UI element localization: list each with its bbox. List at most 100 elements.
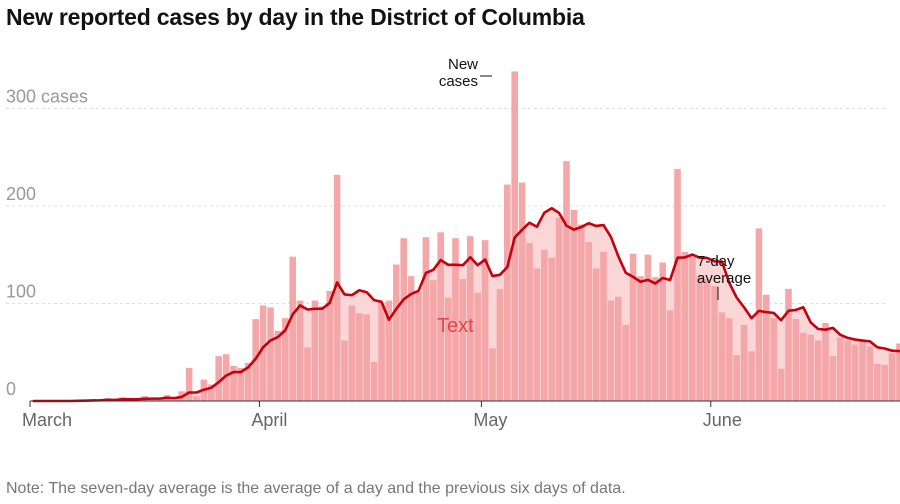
bar-day-37 xyxy=(304,347,311,401)
bar-day-54 xyxy=(430,280,437,401)
bar-day-25 xyxy=(215,356,222,401)
annotation-avg-line2: average xyxy=(697,270,751,287)
bar-day-111 xyxy=(851,344,859,401)
bar-day-87 xyxy=(674,168,681,401)
bar-day-110 xyxy=(844,340,851,401)
bar-day-103 xyxy=(792,319,800,401)
bar-day-85 xyxy=(659,262,666,401)
y-tick-label: 300 cases xyxy=(6,87,88,107)
bar-day-42 xyxy=(341,340,348,401)
bar-day-104 xyxy=(800,332,807,401)
bar-day-80 xyxy=(622,324,629,401)
annotation-avg-line1: 7-day xyxy=(697,253,735,270)
bar-day-27 xyxy=(230,365,237,401)
bar-day-56 xyxy=(444,297,452,401)
bar-day-66 xyxy=(518,182,526,401)
bar-day-33 xyxy=(274,330,282,401)
bar-day-58 xyxy=(459,279,467,401)
bar-day-88 xyxy=(681,251,689,401)
bar-day-114 xyxy=(874,363,881,401)
y-axis-labels: 0 100 200 300 cases xyxy=(6,87,88,400)
bar-day-113 xyxy=(866,346,874,401)
y-tick-label: 0 xyxy=(6,379,16,399)
bar-day-82 xyxy=(637,276,644,401)
bar-day-75 xyxy=(585,242,592,401)
bar-day-16 xyxy=(148,399,156,401)
bar-day-71 xyxy=(555,217,563,401)
bar-day-107 xyxy=(822,323,829,401)
bar-day-76 xyxy=(592,268,600,401)
bar-day-70 xyxy=(548,257,555,401)
avg-line xyxy=(32,206,900,403)
bar-day-21 xyxy=(185,367,193,401)
text-label: Text xyxy=(437,315,474,337)
bar-day-64 xyxy=(504,184,511,401)
bar-day-44 xyxy=(356,313,363,401)
avg-line-layer xyxy=(32,206,900,403)
bar-day-43 xyxy=(348,305,356,401)
chart-title: New reported cases by day in the Distric… xyxy=(6,4,585,30)
x-tick-label: May xyxy=(473,410,507,430)
annotation-new-cases-line2: cases xyxy=(439,73,478,90)
bar-day-74 xyxy=(578,224,585,401)
bar-day-116 xyxy=(888,353,896,401)
bar-day-108 xyxy=(829,356,837,401)
bar-day-47 xyxy=(378,302,385,401)
bar-day-86 xyxy=(666,310,674,401)
bar-day-94 xyxy=(726,318,733,401)
bar-day-83 xyxy=(644,254,652,401)
bars-layer xyxy=(74,71,900,401)
bar-day-69 xyxy=(541,249,548,401)
bar-day-63 xyxy=(496,288,504,401)
bar-day-102 xyxy=(785,288,792,401)
bar-day-28 xyxy=(237,367,245,401)
x-tick-label: April xyxy=(251,410,287,430)
bar-day-45 xyxy=(363,314,370,401)
chart-note: Note: The seven-day average is the avera… xyxy=(6,480,626,497)
annotation-new-cases-line1: New xyxy=(448,56,478,73)
bar-day-67 xyxy=(526,243,533,401)
x-axis: March April May June xyxy=(22,400,900,430)
bar-day-46 xyxy=(370,362,378,401)
bar-day-105 xyxy=(807,334,814,401)
bar-day-115 xyxy=(881,364,888,401)
bar-day-81 xyxy=(629,253,637,401)
bar-day-109 xyxy=(837,337,844,401)
bar-day-38 xyxy=(311,300,319,401)
bar-day-53 xyxy=(422,237,430,401)
bar-day-117 xyxy=(896,343,900,401)
bar-day-91 xyxy=(703,279,711,401)
bar-day-57 xyxy=(452,238,459,401)
bar-day-92 xyxy=(711,285,718,401)
bar-day-60 xyxy=(474,292,481,401)
bar-day-62 xyxy=(489,348,496,401)
bar-day-55 xyxy=(437,232,444,401)
bar-day-49 xyxy=(393,264,400,401)
bar-day-35 xyxy=(289,256,296,401)
bar-day-100 xyxy=(770,318,777,401)
bar-day-41 xyxy=(333,174,341,401)
bar-day-59 xyxy=(467,236,474,401)
bar-day-52 xyxy=(415,291,422,401)
bar-day-32 xyxy=(267,307,274,401)
bar-day-97 xyxy=(748,351,755,401)
bar-day-98 xyxy=(755,228,763,401)
bar-day-24 xyxy=(208,384,215,401)
bar-day-79 xyxy=(615,296,622,401)
bar-day-90 xyxy=(696,276,703,401)
bar-day-68 xyxy=(533,268,541,401)
bar-day-112 xyxy=(859,341,866,401)
bar-day-84 xyxy=(652,277,659,401)
bar-day-106 xyxy=(814,340,822,401)
bar-day-95 xyxy=(733,355,740,401)
bar-day-77 xyxy=(600,251,607,401)
bar-day-89 xyxy=(689,256,696,401)
bar-day-50 xyxy=(400,238,407,401)
bar-day-101 xyxy=(777,368,785,401)
bar-day-51 xyxy=(407,276,415,401)
bar-day-31 xyxy=(259,305,267,401)
bar-day-36 xyxy=(296,300,304,401)
bar-day-40 xyxy=(326,290,333,401)
bar-day-72 xyxy=(563,161,570,401)
